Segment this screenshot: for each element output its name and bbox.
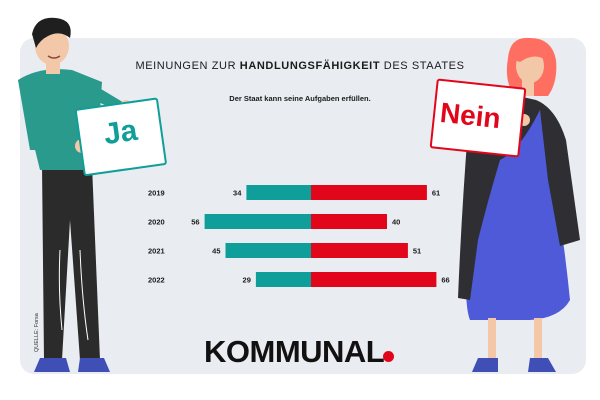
year-label-2019: 2019: [148, 189, 165, 198]
year-label-2020: 2020: [148, 218, 165, 227]
value-label-nein-2022: 66: [441, 276, 449, 285]
value-label-nein-2020: 40: [392, 218, 400, 227]
value-label-nein-2021: 51: [413, 247, 421, 256]
chart-title: MEINUNGEN ZUR HANDLUNGSFÄHIGKEIT DES STA…: [135, 60, 465, 72]
bar-nein-2020: [311, 214, 387, 229]
value-label-ja-2022: 29: [243, 276, 251, 285]
chart-subtitle: Der Staat kann seine Aufgaben erfüllen.: [229, 94, 371, 103]
value-label-nein-2019: 61: [432, 189, 440, 198]
logo-dot: [383, 351, 394, 362]
value-label-ja-2019: 34: [233, 189, 242, 198]
value-label-ja-2020: 56: [191, 218, 199, 227]
bar-nein-2021: [311, 243, 408, 258]
bar-nein-2022: [311, 272, 437, 287]
year-label-2022: 2022: [148, 276, 165, 285]
value-label-ja-2021: 45: [212, 247, 220, 256]
bar-nein-2019: [311, 185, 427, 200]
bar-ja-2022: [255, 272, 311, 287]
year-label-2021: 2021: [148, 247, 165, 256]
bar-ja-2019: [246, 185, 311, 200]
kommunal-logo: KOMMUNAL: [204, 334, 385, 369]
source-label: QUELLE: Forsa: [34, 313, 40, 352]
bar-ja-2020: [204, 214, 311, 229]
bar-ja-2021: [225, 243, 311, 258]
